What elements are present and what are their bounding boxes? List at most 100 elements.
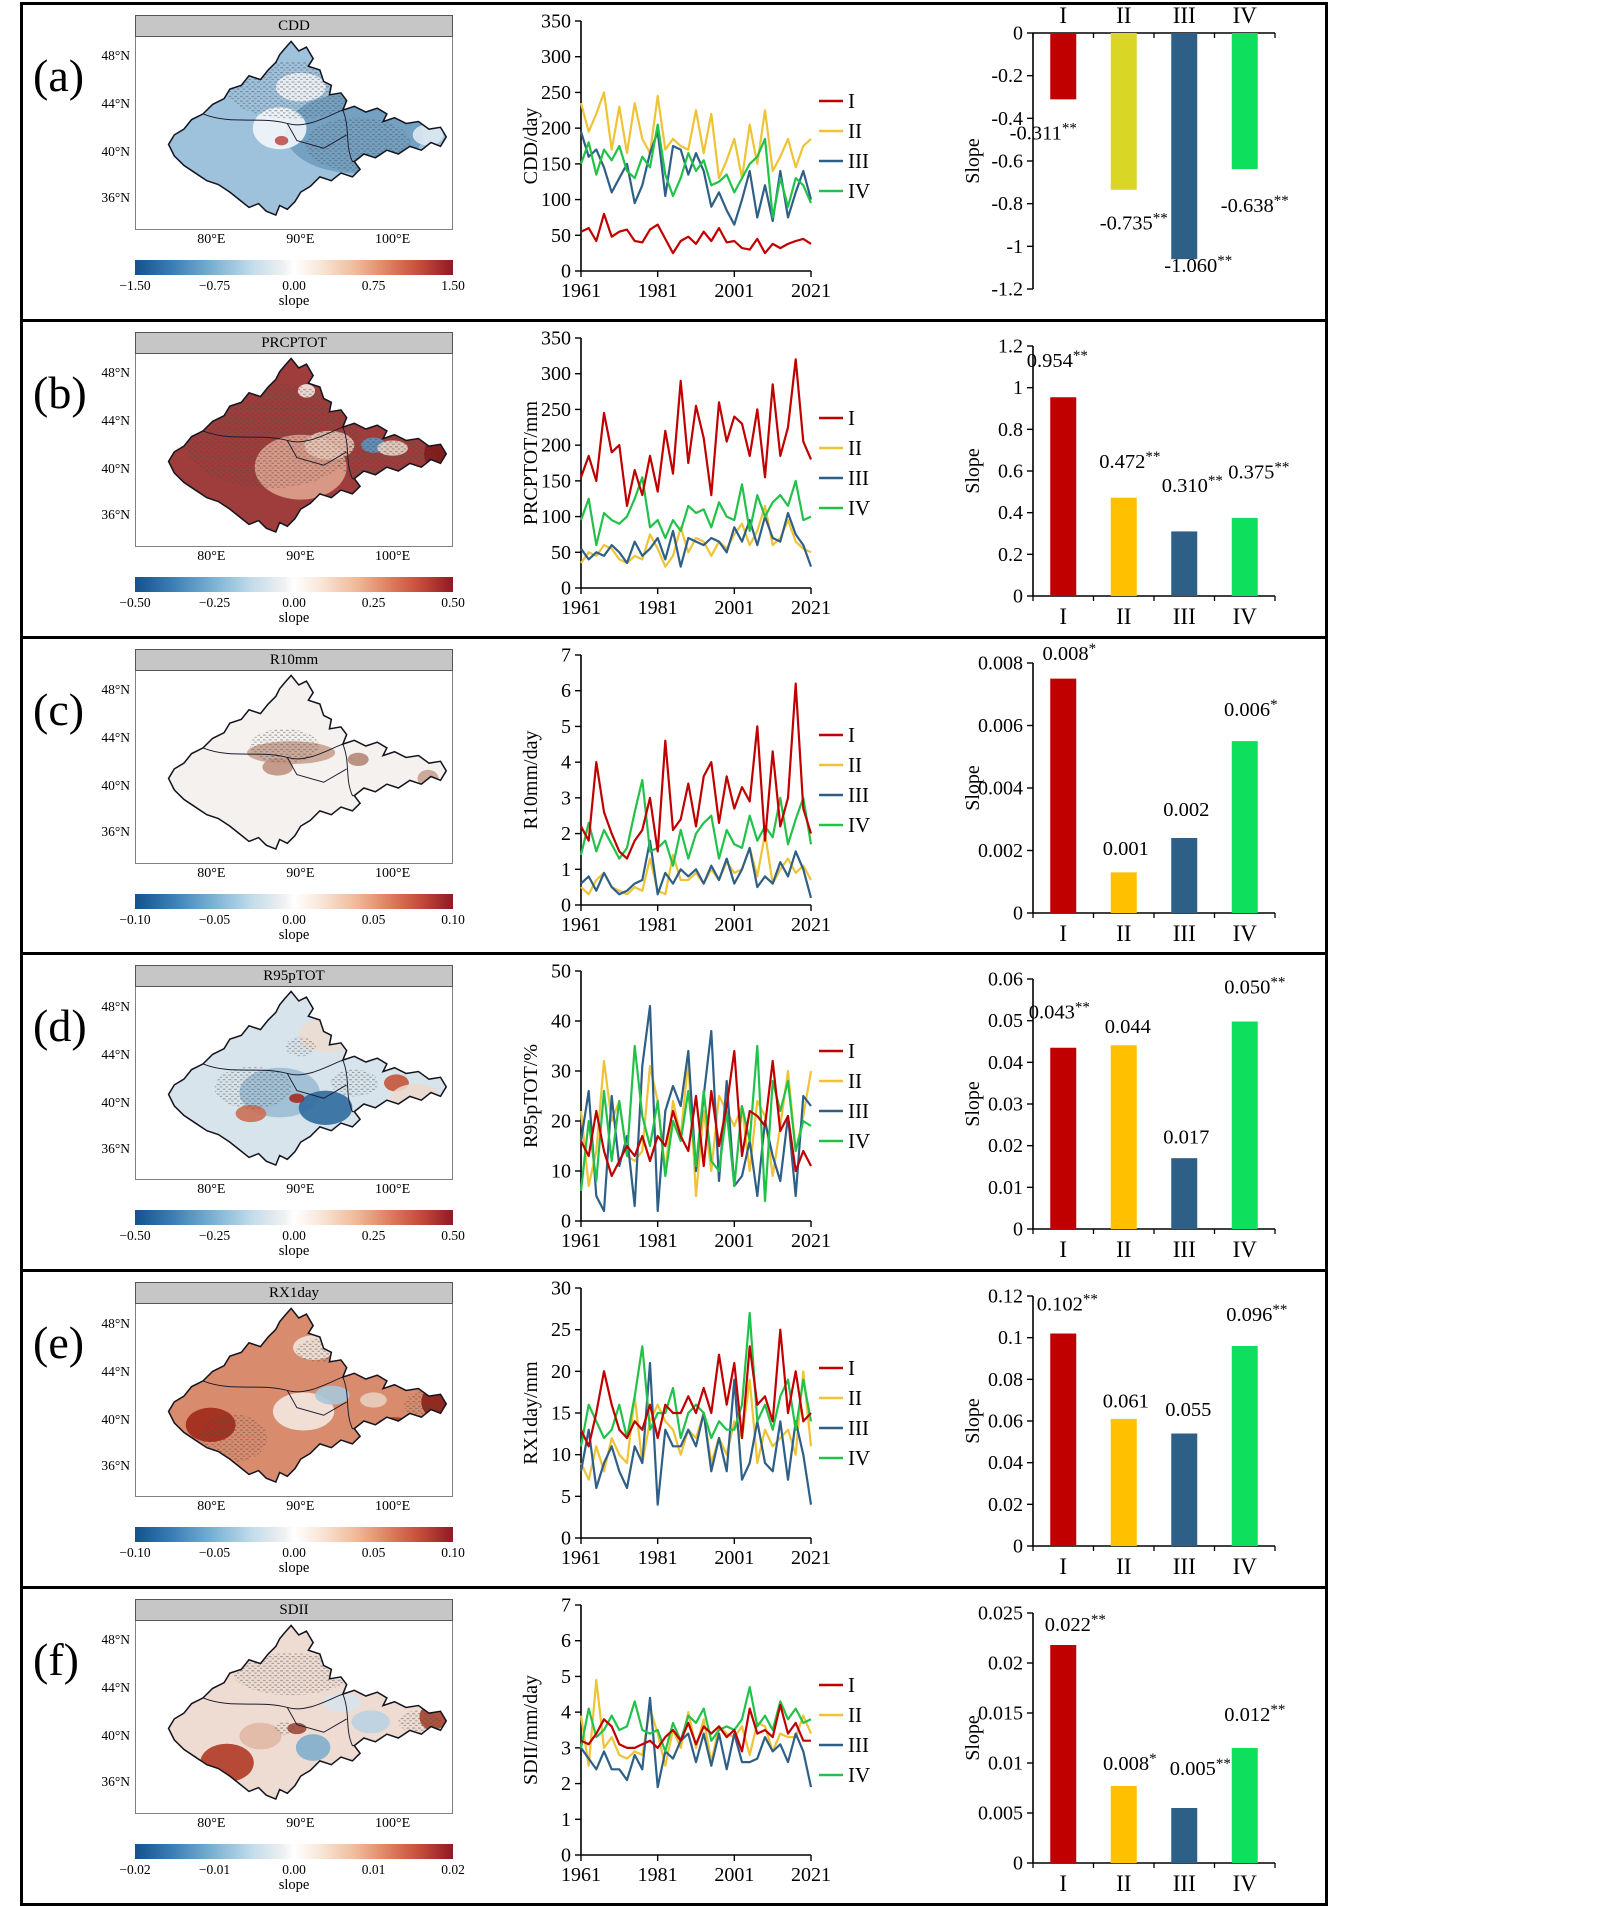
bar-y-tick-label: 0.004 [978, 777, 1023, 799]
lat-tick-label: 36°N [101, 507, 130, 523]
bar-value-text: 0.050 [1224, 977, 1270, 999]
ts-y-tick-label: 150 [541, 153, 571, 175]
lat-tick-label: 48°N [101, 365, 130, 381]
map-patch [315, 1386, 350, 1406]
map-lon-ticks: 80°E 90°E 100°E [135, 1497, 453, 1517]
map-block: R10mm 48°N 44°N 40°N 36°N 80°E 90°E 100°E −0.… [101, 648, 465, 944]
ts-y-tick-label: 0 [561, 1528, 571, 1550]
colorbar-ticks: −0.10 −0.05 0.00 0.05 0.10 [119, 1542, 464, 1561]
lon-tick-label: 100°E [375, 232, 411, 247]
colorbar-tick-label: 0.00 [282, 1862, 306, 1878]
legend-label-II: II [848, 1069, 862, 1093]
ts-y-axis-title: R95pTOT/% [521, 1044, 542, 1148]
colorbar-tick-label: 0.50 [441, 1228, 465, 1244]
series-line-I [580, 1328, 812, 1448]
ts-y-tick-label: 50 [551, 542, 571, 564]
map-lon-ticks: 80°E 90°E 100°E [135, 1180, 453, 1200]
bar-value-text: 0.375 [1228, 461, 1274, 483]
ts-x-tick-label: 1981 [638, 1547, 678, 1569]
significance-stars: ** [1274, 193, 1289, 209]
lon-tick-label: 100°E [375, 1816, 411, 1832]
colorbar-tick-label: 0.25 [361, 594, 386, 610]
ts-y-tick-label: 20 [551, 1361, 571, 1383]
ts-x-tick-label: 2021 [791, 1547, 831, 1569]
bar-category-label: I [1059, 1871, 1067, 1896]
bar-category-label: IV [1233, 1871, 1258, 1896]
colorbar-tick-label: 0.00 [282, 1545, 306, 1561]
significance-stipple [200, 1414, 268, 1463]
bar-value-text: 0.001 [1103, 838, 1149, 860]
legend-label-III: III [848, 149, 869, 173]
lat-tick-label: 44°N [101, 1680, 130, 1696]
colorbar-tick-label: −0.50 [119, 1228, 151, 1244]
bar-II [1110, 872, 1137, 913]
legend-label-II: II [848, 753, 862, 777]
map-lon-ticks: 80°E 90°E 100°E [135, 864, 453, 884]
bar-y-tick-label: -1.2 [991, 279, 1023, 301]
map-patch [200, 1743, 254, 1783]
bar-value-label: 0.005** [1170, 1756, 1231, 1780]
legend-label-III: III [848, 783, 869, 807]
bar-category-label: III [1173, 1237, 1196, 1262]
significance-stars: ** [1272, 1302, 1287, 1318]
ts-x-tick-label: 1961 [561, 597, 601, 619]
lon-tick-label: 80°E [197, 1182, 226, 1198]
bar-value-text: 0.954 [1027, 350, 1073, 372]
bar-value-label: -0.311** [1010, 121, 1077, 145]
legend-label-I: I [848, 1356, 855, 1380]
bar-y-tick-label: 0.1 [998, 1327, 1023, 1349]
bar-II [1110, 1786, 1137, 1864]
subregion-border [202, 109, 343, 126]
bar-value-text: 0.002 [1163, 799, 1209, 821]
subregion-border [202, 1376, 343, 1393]
bar-y-tick-label: 0 [1013, 902, 1023, 924]
bar-category-label: IV [1233, 1237, 1258, 1262]
bar-IV [1231, 33, 1258, 170]
significance-stars: ** [1075, 1000, 1090, 1016]
lon-tick-label: 80°E [197, 1816, 226, 1832]
figure-container: (a) CDD 48°N 44°N 40°N 36°N 80°E 90°E 100°E −… [20, 2, 1328, 1906]
lat-tick-label: 36°N [101, 1140, 130, 1156]
colorbar-ticks: −0.50 −0.25 0.00 0.25 0.50 [119, 592, 464, 610]
ts-y-tick-label: 10 [551, 1444, 571, 1466]
subregion-border [202, 1060, 343, 1076]
colorbar-tick-label: 0.02 [441, 1862, 465, 1878]
lon-tick-label: 100°E [375, 548, 411, 564]
ts-y-axis-title: CDD/day [521, 108, 542, 185]
series-line-IV [579, 1045, 812, 1203]
series-line-IV [579, 476, 812, 547]
map-patches [200, 1653, 447, 1783]
bar-value-label: 0.012** [1224, 1702, 1285, 1726]
bar-y-tick-label: 0.2 [998, 544, 1023, 566]
bar-III [1171, 33, 1198, 260]
significance-stars: ** [1145, 449, 1160, 465]
map-patch [235, 1105, 267, 1123]
map-patch [347, 752, 369, 766]
series-line-I [580, 212, 812, 255]
bar-III [1171, 531, 1198, 596]
ts-y-tick-label: 200 [541, 118, 571, 140]
map-block: R95pTOT 48°N 44°N 40°N 36°N 80°E 90°E 100°E −… [101, 965, 465, 1260]
subregion-border [286, 440, 347, 466]
map-colorbar [135, 260, 453, 275]
legend-label-II: II [848, 436, 862, 460]
lat-tick-label: 40°N [101, 144, 130, 160]
ts-y-tick-label: 250 [541, 82, 571, 104]
map-lon-ticks: 80°E 90°E 100°E [135, 547, 453, 567]
map-patch [239, 1722, 282, 1750]
lon-tick-label: 80°E [197, 865, 226, 881]
legend-label-IV: IV [848, 179, 870, 203]
ts-y-axis-title: R10mm/day [521, 730, 542, 829]
panel-label: (d) [33, 1000, 87, 1052]
ts-x-tick-label: 2021 [791, 1864, 831, 1886]
map-title: CDD [135, 15, 453, 37]
bar-y-tick-label: 0.8 [998, 419, 1023, 441]
map-lon-ticks: 80°E 90°E 100°E [135, 1814, 453, 1834]
bar-value-label: 0.008* [1042, 641, 1096, 665]
ts-x-tick-label: 1981 [638, 1230, 678, 1252]
ts-y-axis-title: PRCPTOT/mm [521, 400, 542, 525]
ts-x-tick-label: 2021 [791, 597, 831, 619]
